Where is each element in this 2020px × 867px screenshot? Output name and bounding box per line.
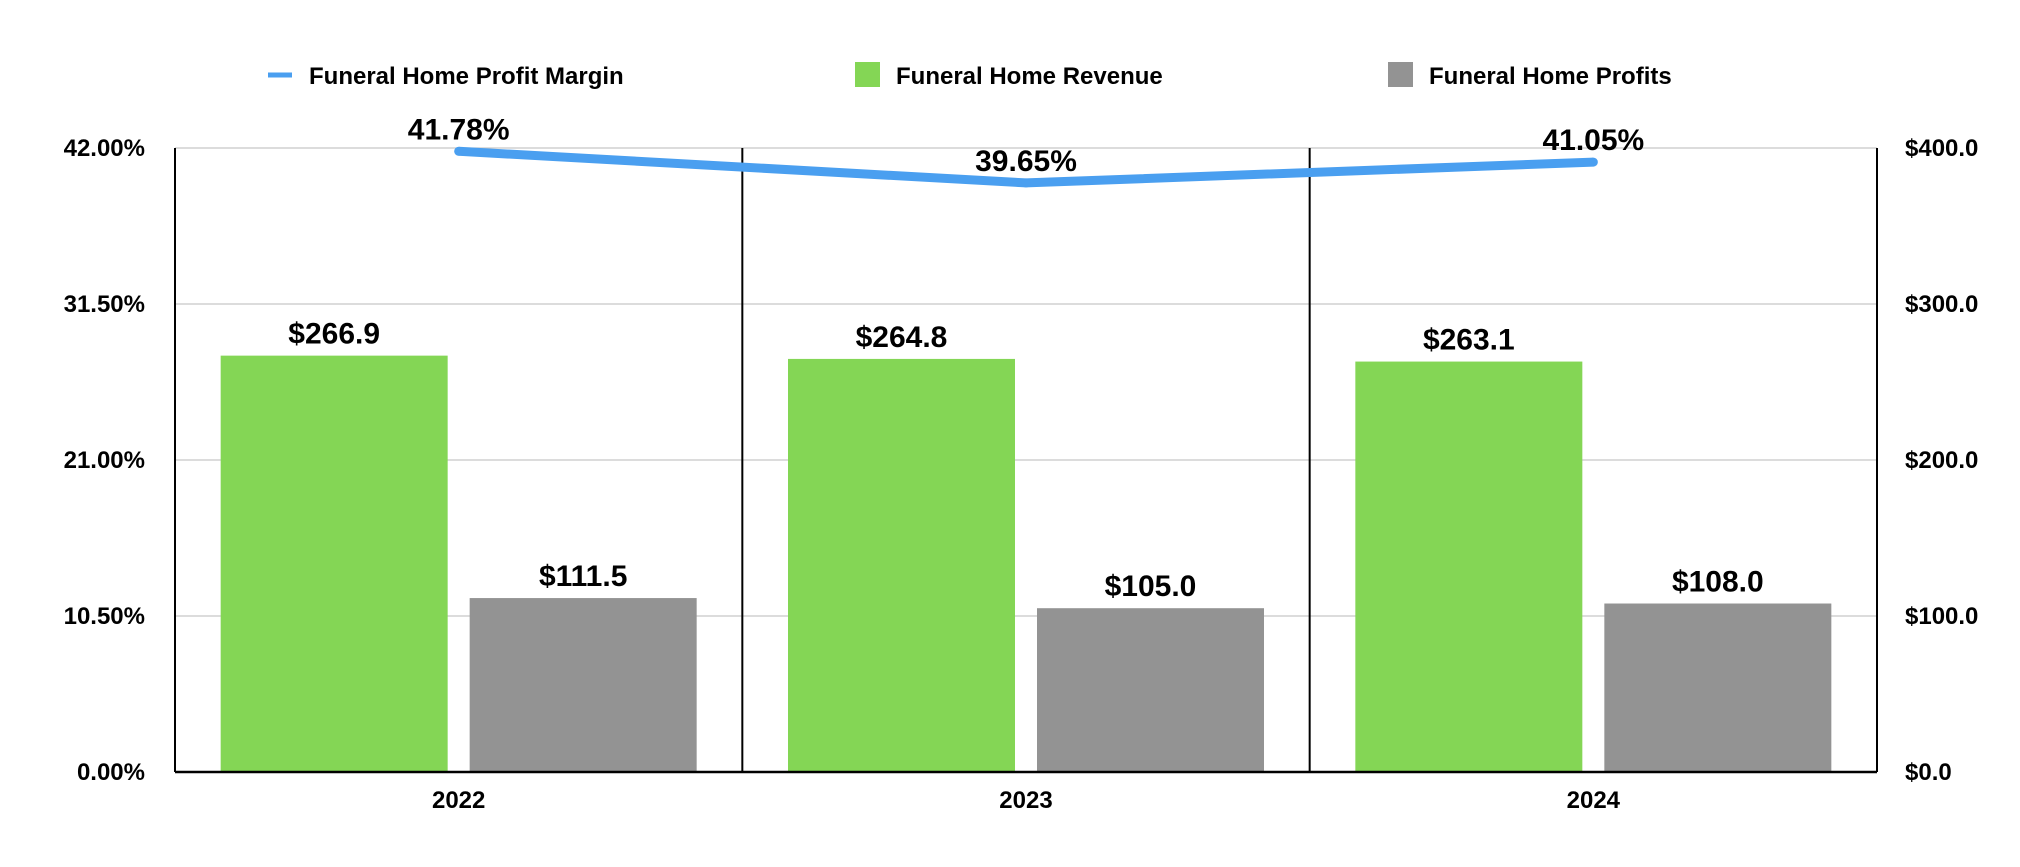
left-axis-tick-label: 10.50%	[64, 603, 145, 630]
legend: Funeral Home Profit Margin Funeral Home R…	[268, 62, 1672, 90]
axes: 0.00% 10.50% 21.00% 31.50% 42.00% $0.0 $100.0 $…	[64, 135, 1979, 814]
legend-swatch-funeral-home-revenue	[855, 62, 880, 87]
data-label-funeral-home-revenue-2022: $266.9	[288, 318, 380, 351]
bar-funeral-home-profits-2023	[1037, 608, 1264, 772]
x-axis-tick-label: 2022	[432, 787, 485, 814]
margin-line	[454, 146, 1598, 188]
left-axis-tick-label: 21.00%	[64, 447, 145, 474]
right-axis-tick-label: $0.0	[1905, 759, 1952, 786]
data-label-funeral-home-revenue-2024: $263.1	[1423, 324, 1515, 357]
legend-label-funeral-home-revenue: Funeral Home Revenue	[896, 63, 1163, 90]
data-label-funeral-home-profits-2023: $105.0	[1105, 570, 1197, 603]
legend-label-funeral-home-profit-margin: Funeral Home Profit Margin	[309, 63, 624, 90]
x-axis-tick-label: 2023	[999, 787, 1052, 814]
data-label-funeral-home-profit-margin-2023: 39.65%	[975, 145, 1077, 178]
right-axis-tick-label: $400.0	[1905, 135, 1978, 162]
right-axis-tick-label: $300.0	[1905, 291, 1978, 318]
bar-funeral-home-revenue-2022	[220, 355, 448, 772]
line-point-2023	[1021, 178, 1031, 188]
left-axis-tick-label: 0.00%	[77, 759, 145, 786]
data-label-funeral-home-profit-margin-2024: 41.05%	[1542, 124, 1644, 157]
line-point-2022	[454, 146, 464, 156]
x-axis-tick-label: 2024	[1567, 787, 1621, 814]
left-axis-tick-label: 31.50%	[64, 291, 145, 318]
bar-funeral-home-revenue-2023	[788, 358, 1015, 772]
data-label-funeral-home-profits-2024: $108.0	[1672, 566, 1764, 599]
left-axis-tick-label: 42.00%	[64, 135, 145, 162]
data-label-funeral-home-profits-2022: $111.5	[539, 560, 627, 593]
legend-label-funeral-home-profits: Funeral Home Profits	[1429, 63, 1672, 90]
bar-funeral-home-profits-2022	[469, 598, 697, 772]
data-labels: $266.9 $111.5 $264.8 $105.0 $263.1 $108.0 41.7…	[288, 113, 1763, 603]
line-point-2024	[1588, 157, 1598, 167]
bar-funeral-home-revenue-2024	[1355, 361, 1583, 772]
plot-frame	[174, 148, 1878, 774]
data-label-funeral-home-profit-margin-2022: 41.78%	[408, 113, 510, 146]
bars	[220, 355, 1832, 772]
legend-swatch-funeral-home-profits	[1388, 62, 1413, 87]
bar-funeral-home-profits-2024	[1604, 603, 1832, 772]
right-axis-tick-label: $200.0	[1905, 447, 1978, 474]
data-label-funeral-home-revenue-2023: $264.8	[856, 321, 948, 354]
right-axis-tick-label: $100.0	[1905, 603, 1978, 630]
